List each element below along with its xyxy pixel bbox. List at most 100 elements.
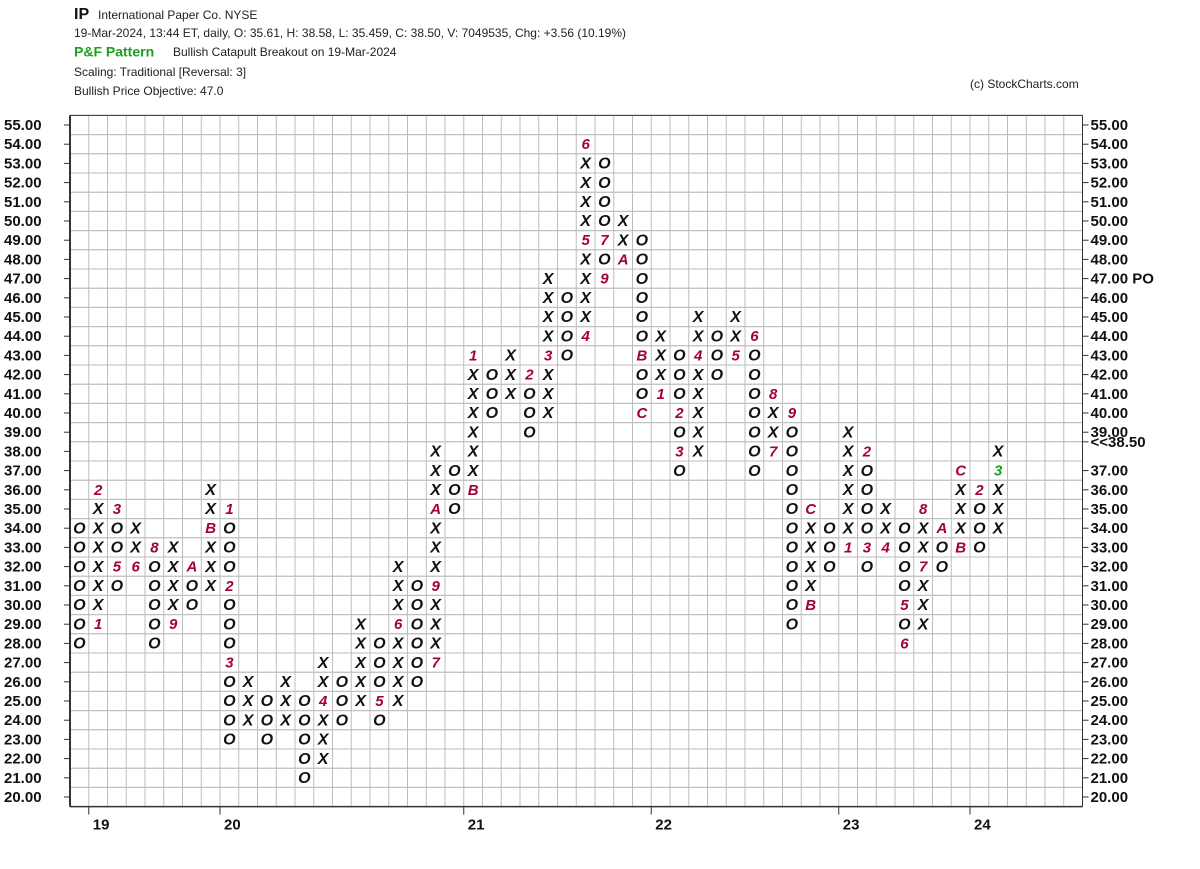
- o-box: O: [898, 520, 911, 537]
- x-box: X: [429, 444, 442, 461]
- o-box: O: [486, 405, 499, 422]
- o-box: O: [373, 655, 386, 672]
- month-label: 3: [113, 501, 122, 518]
- month-label: 2: [974, 482, 984, 499]
- month-label: 3: [994, 463, 1003, 480]
- y2-tick-label: 25.00: [1091, 693, 1129, 710]
- x-box: X: [992, 520, 1005, 537]
- o-box: O: [711, 328, 724, 345]
- o-box: O: [298, 732, 311, 749]
- o-box: O: [411, 655, 424, 672]
- x-box: X: [242, 712, 255, 729]
- month-label: 5: [375, 693, 384, 710]
- x-box: X: [92, 540, 105, 557]
- o-box: O: [373, 636, 386, 653]
- month-label: 7: [431, 655, 440, 672]
- x-box: X: [842, 482, 855, 499]
- y-tick-label: 41.00: [4, 386, 42, 403]
- o-box: O: [673, 348, 686, 365]
- month-label: B: [205, 520, 216, 537]
- y-tick-label: 29.00: [4, 616, 42, 633]
- o-box: O: [636, 386, 649, 403]
- pattern: Bullish Catapult Breakout on 19-Mar-2024: [173, 45, 397, 59]
- x-box: X: [617, 232, 630, 249]
- o-box: O: [336, 674, 349, 691]
- x-box: X: [692, 424, 705, 441]
- x-box: X: [729, 309, 742, 326]
- x-box: X: [579, 271, 592, 288]
- x-box: X: [692, 309, 705, 326]
- o-box: O: [111, 578, 124, 595]
- x-tick-label: 23: [843, 817, 860, 834]
- x-box: X: [467, 444, 480, 461]
- y-tick-label: 53.00: [4, 155, 42, 172]
- o-box: O: [823, 559, 836, 576]
- o-box: O: [636, 252, 649, 269]
- o-box: O: [298, 712, 311, 729]
- y-tick-label: 40.00: [4, 405, 42, 422]
- x-box: X: [579, 309, 592, 326]
- o-box: O: [636, 232, 649, 249]
- x-box: X: [429, 636, 442, 653]
- y2-tick-label: 54.00: [1091, 136, 1129, 153]
- o-box: O: [523, 424, 536, 441]
- x-box: X: [692, 386, 705, 403]
- y-tick-label: 36.00: [4, 482, 42, 499]
- o-box: O: [561, 348, 574, 365]
- month-label: 8: [919, 501, 928, 518]
- o-box: O: [523, 405, 536, 422]
- y2-tick-label: 27.00: [1091, 655, 1129, 672]
- x-box: X: [542, 309, 555, 326]
- x-box: X: [917, 616, 930, 633]
- month-label: 1: [844, 539, 852, 556]
- month-label: 2: [224, 578, 234, 595]
- o-box: O: [748, 386, 761, 403]
- month-label: A: [617, 251, 629, 268]
- y-tick-label: 48.00: [4, 251, 42, 268]
- o-box: O: [786, 520, 799, 537]
- x-box: X: [804, 540, 817, 557]
- y2-tick-label: 49.00: [1091, 232, 1129, 249]
- y2-tick-label: 34.00: [1091, 520, 1129, 537]
- y-tick-label: 23.00: [4, 731, 42, 748]
- o-box: O: [898, 559, 911, 576]
- x-box: X: [129, 540, 142, 557]
- y-tick-label: 54.00: [4, 136, 42, 153]
- x-box: X: [654, 367, 667, 384]
- y2-tick-label: 22.00: [1091, 751, 1129, 768]
- y-tick-label: 33.00: [4, 539, 42, 556]
- o-box: O: [636, 271, 649, 288]
- y2-tick-label: 39.00: [1091, 424, 1129, 441]
- o-box: O: [898, 616, 911, 633]
- o-box: O: [223, 616, 236, 633]
- y-tick-label: 32.00: [4, 559, 42, 576]
- x-box: X: [129, 520, 142, 537]
- month-label: 1: [225, 501, 233, 518]
- month-label: 4: [880, 539, 890, 556]
- o-box: O: [898, 540, 911, 557]
- x-box: X: [317, 751, 330, 768]
- y2-tick-label: 42.00: [1091, 367, 1129, 384]
- y-tick-label: 21.00: [4, 770, 42, 787]
- x-box: X: [879, 520, 892, 537]
- x-box: X: [279, 693, 292, 710]
- o-box: O: [786, 444, 799, 461]
- o-box: O: [973, 540, 986, 557]
- y2-tick-label: 41.00: [1091, 386, 1129, 403]
- x-tick-label: 20: [224, 817, 241, 834]
- x-box: X: [204, 559, 217, 576]
- y2-tick-label: 28.00: [1091, 635, 1129, 652]
- x-box: X: [842, 501, 855, 518]
- x-box: X: [954, 520, 967, 537]
- o-box: O: [823, 520, 836, 537]
- x-box: X: [392, 559, 405, 576]
- y-tick-label: 49.00: [4, 232, 42, 249]
- x-box: X: [317, 655, 330, 672]
- x-box: X: [542, 367, 555, 384]
- x-box: X: [392, 636, 405, 653]
- x-box: X: [467, 386, 480, 403]
- x-box: X: [654, 348, 667, 365]
- quote: 19-Mar-2024, 13:44 ET, daily, O: 35.61, …: [74, 26, 626, 40]
- month-label: 3: [675, 443, 684, 460]
- o-box: O: [223, 732, 236, 749]
